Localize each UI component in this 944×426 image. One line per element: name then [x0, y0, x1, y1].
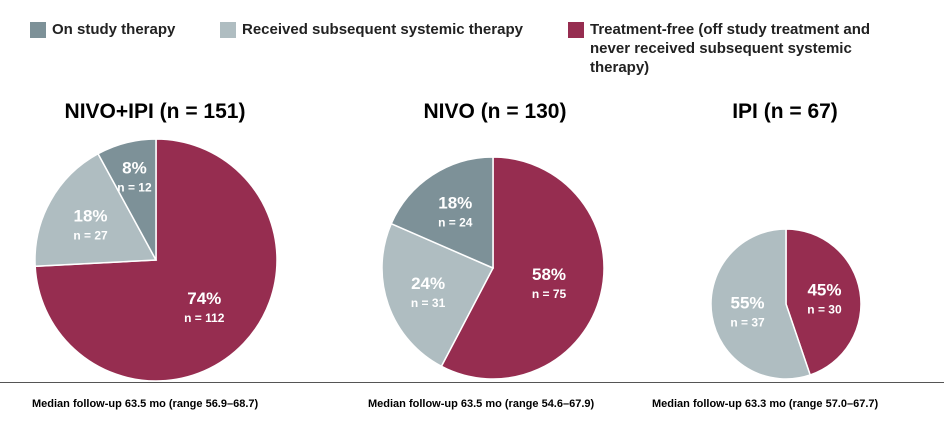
pie-0-n-label: n = 27: [73, 228, 108, 242]
pie-0-percent-label: 74%: [187, 289, 221, 308]
footnote-ipi: Median follow-up 63.3 mo (range 57.0–67.…: [652, 398, 879, 410]
footnote-nivo: Median follow-up 63.5 mo (range 54.6–67.…: [368, 398, 595, 410]
pie-0-percent-label: 18%: [74, 206, 108, 225]
pie-2-n-label: n = 30: [807, 303, 842, 317]
pie-2-n-label: n = 37: [730, 315, 765, 329]
pie-1-slice-on-study-therapy: [390, 156, 494, 270]
pie-2-percent-label: 45%: [807, 281, 841, 300]
legend-item-treatment-free: Treatment-free (off study treatment and …: [568, 20, 908, 77]
pie-1-n-label: n = 75: [532, 287, 567, 301]
legend-swatch-treatment-free: [568, 22, 584, 38]
divider-line: [0, 382, 944, 383]
pie-1-slice-treatment-free-off-study: [440, 156, 605, 380]
legend-item-on-study: On study therapy: [30, 20, 175, 39]
pie-1-slice-received-subsequent-syst: [381, 222, 495, 368]
pie-0-slice-received-subsequent-syst: [34, 152, 158, 268]
pie-1-percent-label: 18%: [438, 193, 472, 212]
legend-item-subsequent-therapy: Received subsequent systemic therapy: [220, 20, 523, 39]
legend-swatch-subsequent-therapy: [220, 22, 236, 38]
chart-title-ipi: IPI (n = 67): [732, 100, 838, 123]
pie-1-percent-label: 24%: [411, 274, 445, 293]
chart-title-nivo-ipi: NIVO+IPI (n = 151): [64, 100, 246, 123]
pie-0-n-label: n = 12: [117, 181, 152, 195]
pie-2-slice-treatment-free-off-study: [785, 228, 862, 376]
pie-1-percent-label: 58%: [532, 265, 566, 284]
pie-2-slice-received-subsequent-syst: [710, 228, 812, 380]
pie-0-percent-label: 8%: [122, 159, 147, 178]
legend-label-on-study: On study therapy: [52, 21, 176, 38]
chart-title-nivo: NIVO (n = 130): [423, 100, 567, 123]
pie-1-n-label: n = 24: [438, 215, 473, 229]
legend-swatch-on-study: [30, 22, 46, 38]
footnote-nivo-ipi: Median follow-up 63.5 mo (range 56.9–68.…: [32, 398, 259, 410]
pie-0-slice-on-study-therapy: [97, 138, 157, 261]
pie-1-n-label: n = 31: [411, 296, 446, 310]
legend-label-subsequent-therapy: Received subsequent systemic therapy: [242, 21, 523, 38]
pie-2-percent-label: 55%: [731, 293, 765, 312]
legend-label-treatment-free: Treatment-free (off study treatment and …: [590, 21, 871, 76]
pie-0-n-label: n = 112: [184, 311, 225, 325]
